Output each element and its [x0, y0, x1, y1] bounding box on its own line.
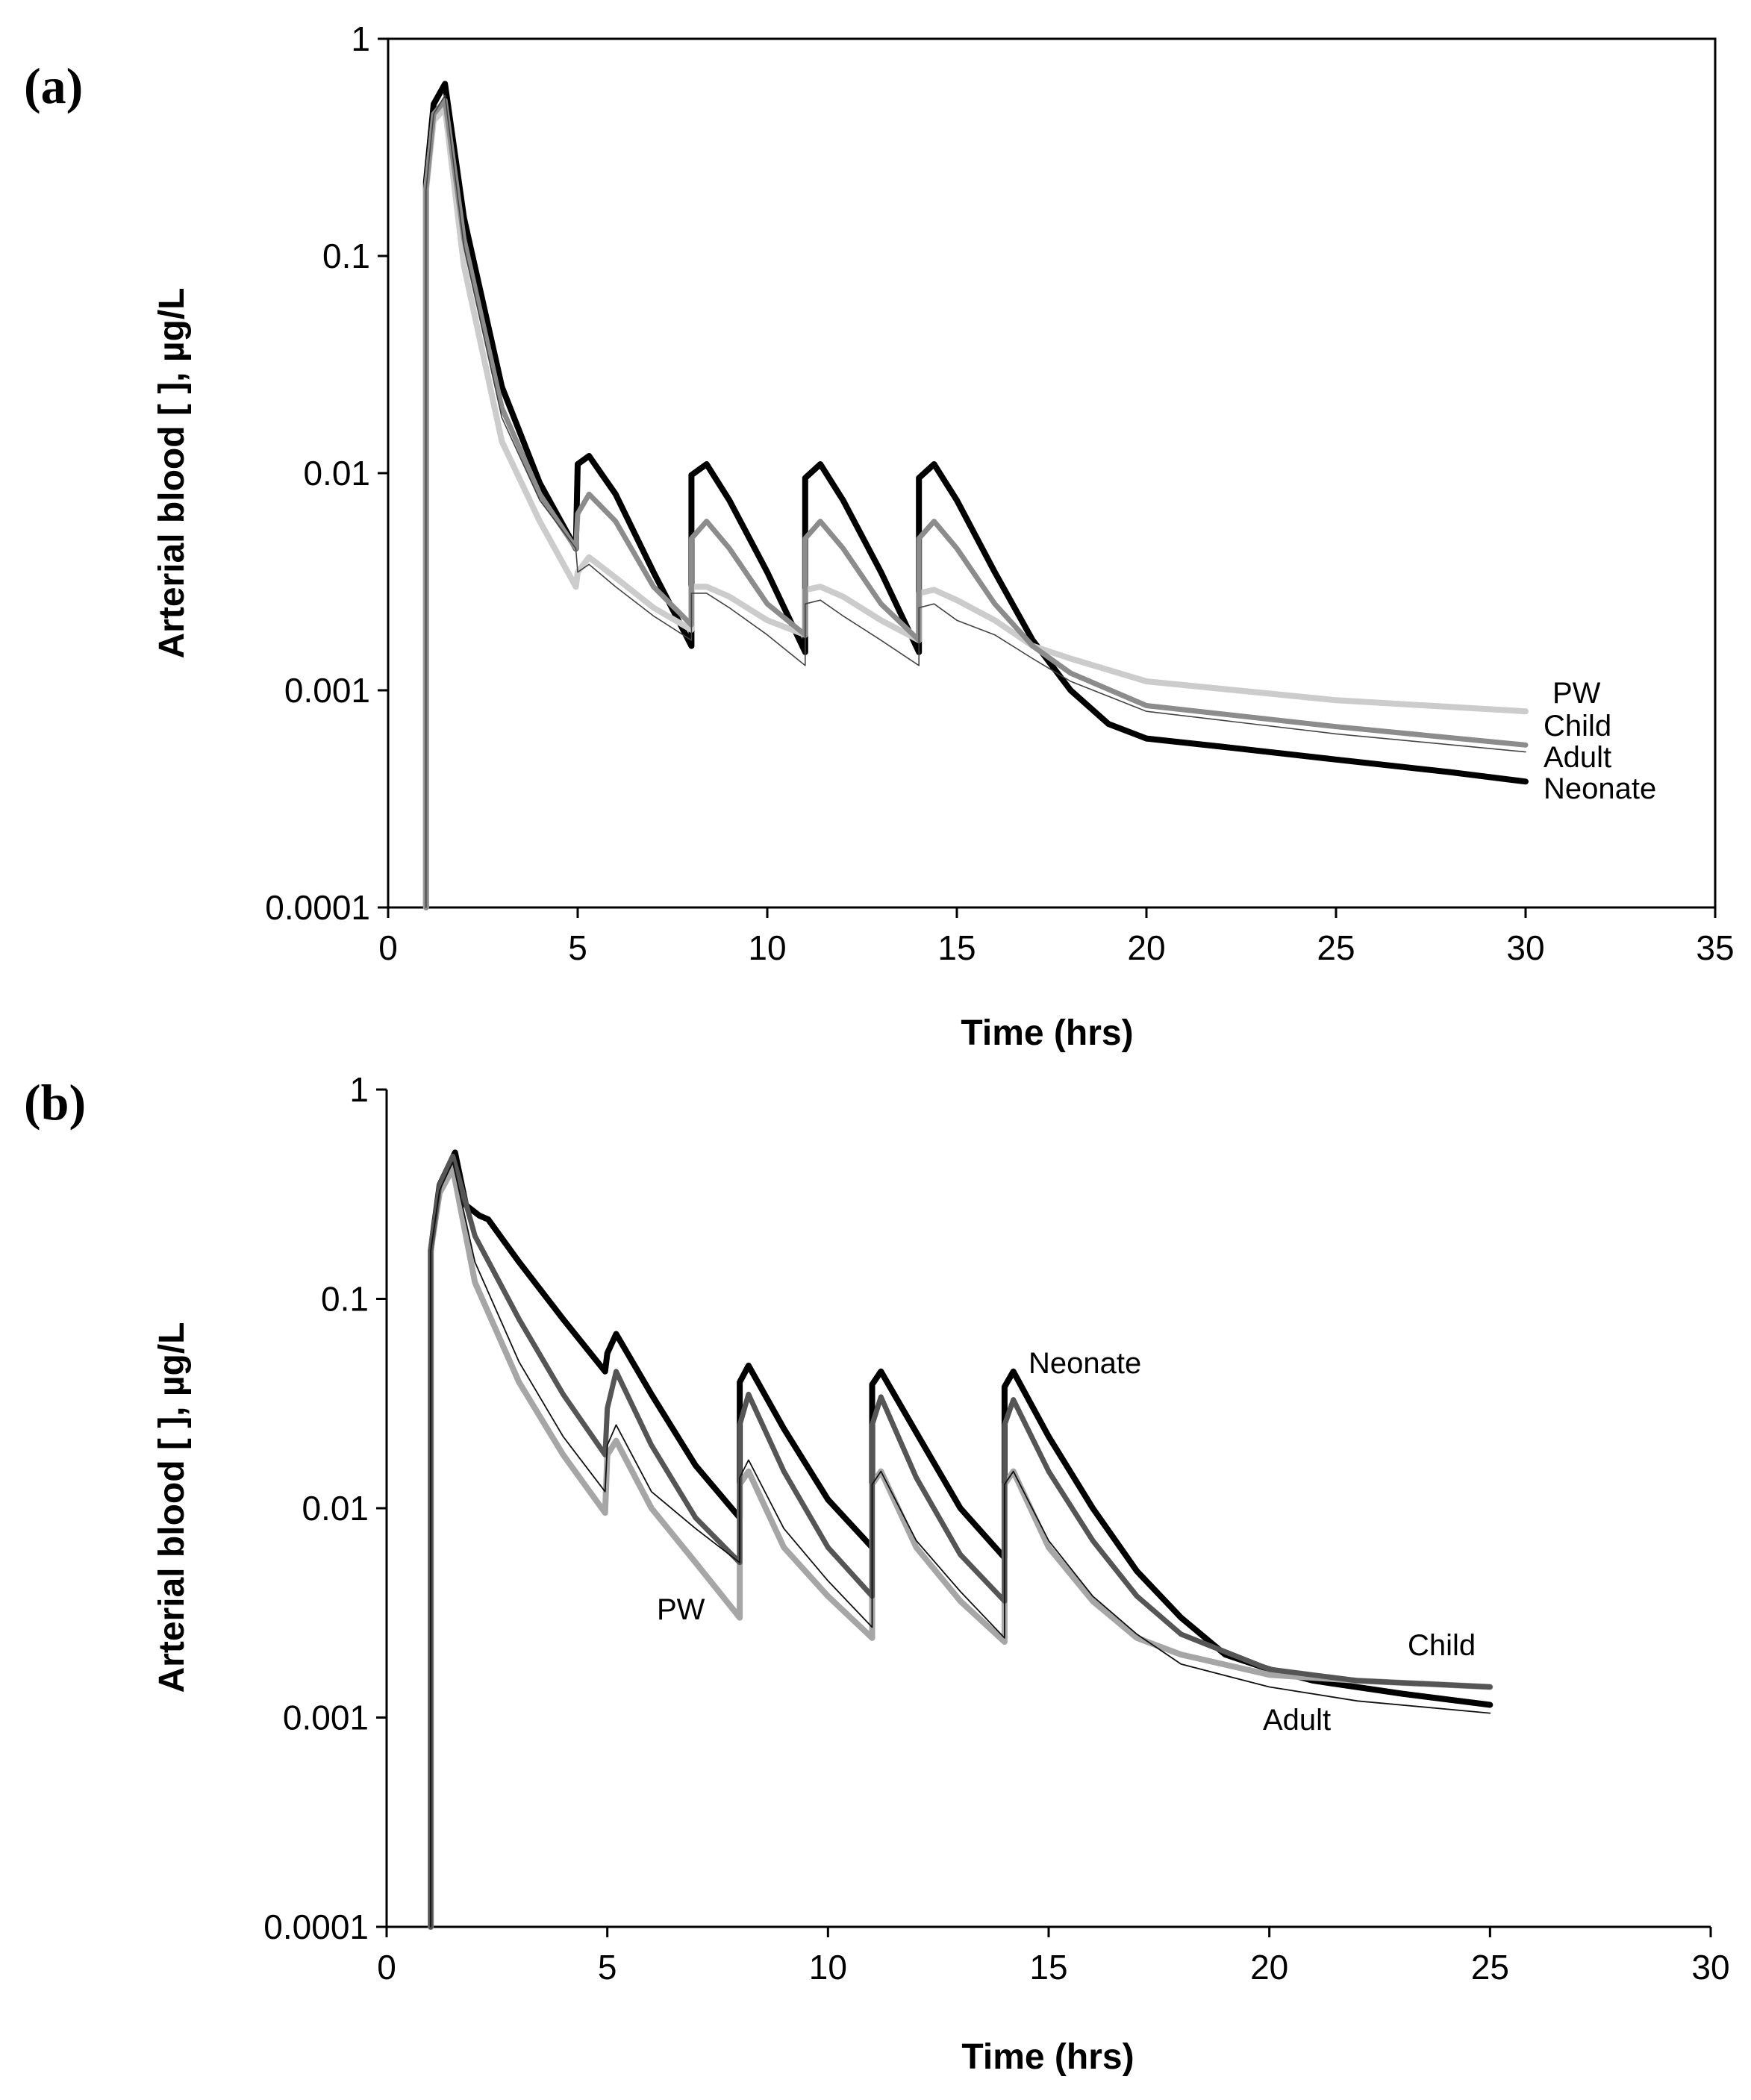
panel-b-y-tick-label: 0.0001: [263, 1907, 369, 1946]
panel-b-y-axis-title: Arterial blood [ ], µg/L: [152, 1322, 192, 1693]
panel-b-series-neonate: [428, 1149, 1494, 1930]
panel-b-series-pw: [428, 1165, 1494, 1930]
panel-b-x-tick-label: 20: [1250, 1948, 1288, 1987]
panel-a-x-axis-title: Time (hrs): [961, 1013, 1133, 1053]
panel-b-x-tick-label: 25: [1471, 1948, 1509, 1987]
panel-a-x-tick-label: 15: [937, 928, 976, 967]
panel-b-y-tick-label: 0.001: [283, 1699, 369, 1737]
panel-b-x-axis-title: Time (hrs): [961, 2037, 1134, 2077]
panel-a-legend-pw: PW: [1552, 677, 1601, 710]
panel-b-x-tick-label: 0: [377, 1948, 396, 1987]
panel-a-label: (a): [24, 57, 83, 114]
panel-a-x-ticks: 0 5 10 15 20 25 30 35: [378, 907, 1735, 967]
panel-a-x-tick-label: 0: [378, 928, 398, 967]
panel-a-series-child: [423, 98, 1529, 910]
panel-b-y-tick-label: 1: [349, 1070, 369, 1109]
panel-a-series-pw: [422, 104, 1529, 910]
panel-a-x-tick-label: 30: [1506, 928, 1544, 967]
panel-a-legend-neonate: Neonate: [1544, 772, 1656, 805]
panel-a-y-tick-label: 1: [351, 19, 370, 58]
panel-b-x-tick-label: 10: [809, 1948, 847, 1987]
panel-a-y-tick-label: 0.01: [303, 454, 370, 493]
panel-a-legend-child: Child: [1544, 710, 1611, 743]
panel-a-series-adult: [425, 94, 1526, 908]
panel-b-label-neonate: Neonate: [1029, 1347, 1141, 1380]
panel-a-x-tick-label: 5: [568, 928, 587, 967]
panel-a-x-tick-label: 10: [748, 928, 786, 967]
panel-a-y-tick-label: 0.0001: [265, 888, 370, 927]
panel-a-y-axis-title: Arterial blood [ ], µg/L: [152, 288, 192, 659]
panel-a-y-ticks: 0.0001 0.001 0.01 0.1 1: [265, 19, 388, 927]
panel-a-x-tick-label: 20: [1127, 928, 1165, 967]
panel-a-x-tick-label: 25: [1317, 928, 1355, 967]
panel-a-x-tick-label: 35: [1696, 928, 1734, 967]
panel-b-x-tick-label: 30: [1691, 1948, 1729, 1987]
panel-b-series-child: [428, 1153, 1493, 1930]
panel-a-series: [422, 81, 1529, 910]
panel-b-label: (b): [24, 1074, 86, 1131]
panel-b-label-child: Child: [1408, 1629, 1476, 1662]
panel-b-label-adult: Adult: [1263, 1704, 1331, 1737]
panel-b-x-tick-label: 15: [1029, 1948, 1067, 1987]
panel-b-label-pw: PW: [657, 1593, 705, 1626]
panel-b-y-tick-label: 0.1: [321, 1280, 369, 1319]
panel-b-y-tick-label: 0.01: [302, 1489, 369, 1528]
panel-b-x-tick-label: 5: [598, 1948, 617, 1987]
panel-b-y-ticks: 0.0001 0.001 0.01 0.1 1: [263, 1070, 387, 1946]
panel-b-series-adult: [430, 1161, 1491, 1928]
panel-a-y-tick-label: 0.001: [284, 671, 370, 710]
panel-a-plot-frame: [387, 37, 1717, 909]
panel-a-y-tick-label: 0.1: [322, 237, 370, 275]
panel-b-x-ticks: 0 5 10 15 20 25 30: [377, 1927, 1730, 1987]
panel-a-legend-adult: Adult: [1544, 741, 1611, 774]
panel-b-series: [428, 1149, 1494, 1930]
